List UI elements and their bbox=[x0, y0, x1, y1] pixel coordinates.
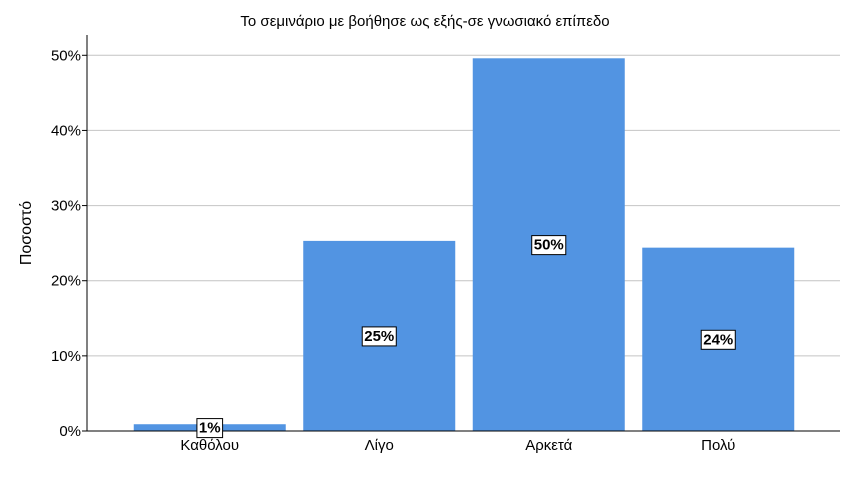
value-label: 25% bbox=[364, 328, 394, 345]
y-tick-label: 20% bbox=[51, 273, 81, 290]
y-axis-label: Ποσοστό bbox=[18, 201, 35, 265]
x-tick-label: Πολύ bbox=[701, 437, 735, 454]
y-tick-label: 40% bbox=[51, 122, 81, 139]
y-tick-label: 10% bbox=[51, 348, 81, 365]
value-label: 1% bbox=[199, 420, 221, 437]
x-tick-label: Αρκετά bbox=[525, 437, 572, 454]
x-tick-label: Λίγο bbox=[365, 437, 394, 454]
value-label-box bbox=[361, 326, 397, 347]
y-tick-label: 30% bbox=[51, 198, 81, 215]
y-tick-label: 0% bbox=[59, 423, 81, 440]
y-tick-label: 50% bbox=[51, 47, 81, 64]
value-label-box bbox=[196, 418, 224, 439]
value-label: 50% bbox=[534, 237, 564, 254]
chart-title: Το σεμινάριο με βοήθησε ως εξής-σε γνωσι… bbox=[240, 13, 609, 30]
value-label-box bbox=[531, 235, 567, 256]
value-label: 24% bbox=[703, 331, 733, 348]
value-label-box bbox=[700, 329, 736, 350]
x-tick-label: Καθόλου bbox=[180, 437, 239, 454]
